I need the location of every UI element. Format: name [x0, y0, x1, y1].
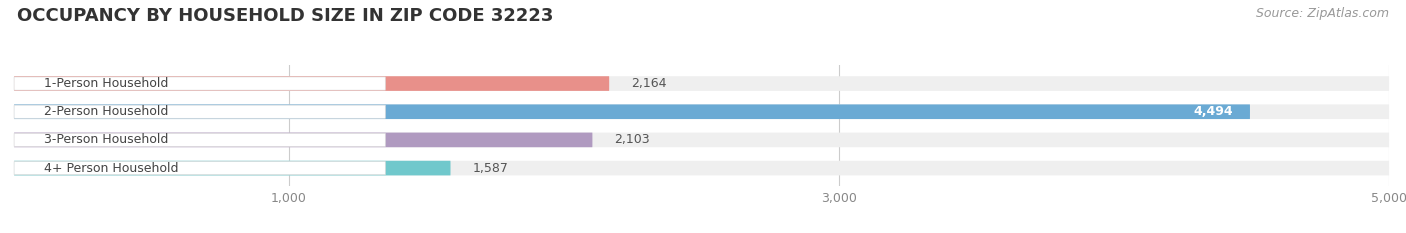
FancyBboxPatch shape [14, 76, 609, 91]
FancyBboxPatch shape [14, 133, 592, 147]
Text: 2-Person Household: 2-Person Household [44, 105, 169, 118]
FancyBboxPatch shape [14, 77, 385, 90]
Text: OCCUPANCY BY HOUSEHOLD SIZE IN ZIP CODE 32223: OCCUPANCY BY HOUSEHOLD SIZE IN ZIP CODE … [17, 7, 553, 25]
FancyBboxPatch shape [14, 161, 1389, 175]
Text: 1,587: 1,587 [472, 161, 509, 175]
FancyBboxPatch shape [14, 161, 450, 175]
FancyBboxPatch shape [14, 76, 1389, 91]
Text: 1-Person Household: 1-Person Household [44, 77, 169, 90]
Text: 3-Person Household: 3-Person Household [44, 134, 169, 146]
Text: 4+ Person Household: 4+ Person Household [44, 161, 179, 175]
Text: 2,164: 2,164 [631, 77, 666, 90]
FancyBboxPatch shape [14, 133, 385, 147]
Text: 4,494: 4,494 [1194, 105, 1233, 118]
FancyBboxPatch shape [14, 161, 385, 175]
FancyBboxPatch shape [14, 105, 385, 118]
FancyBboxPatch shape [14, 104, 1250, 119]
FancyBboxPatch shape [14, 133, 1389, 147]
FancyBboxPatch shape [14, 104, 1389, 119]
Text: 2,103: 2,103 [614, 134, 650, 146]
Text: Source: ZipAtlas.com: Source: ZipAtlas.com [1256, 7, 1389, 20]
